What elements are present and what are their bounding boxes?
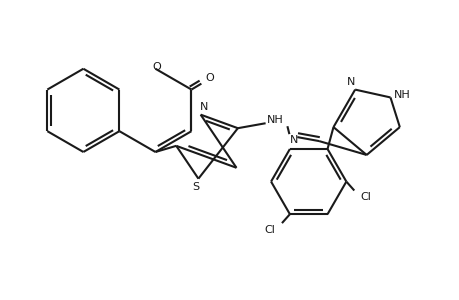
Text: Cl: Cl	[264, 225, 275, 235]
Text: N: N	[290, 135, 298, 145]
Text: NH: NH	[393, 91, 410, 100]
Text: N: N	[346, 77, 355, 87]
Text: O: O	[152, 62, 161, 72]
Text: N: N	[199, 102, 207, 112]
Text: S: S	[191, 182, 199, 192]
Text: Cl: Cl	[360, 192, 371, 203]
Text: O: O	[205, 73, 213, 83]
Text: NH: NH	[267, 115, 283, 125]
